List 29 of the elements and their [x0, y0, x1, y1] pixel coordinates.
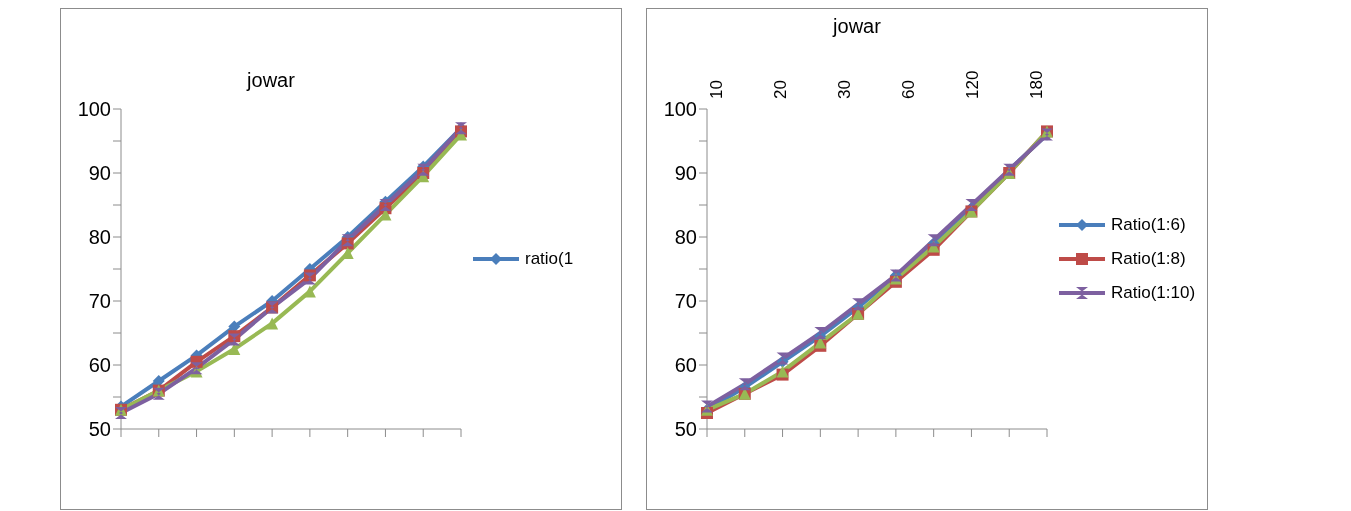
legend-label: Ratio(1:10) — [1111, 283, 1197, 303]
text: 180 — [1027, 69, 1047, 99]
y-tick-label: 60 — [88, 354, 111, 377]
y-tick-label: 80 — [88, 226, 111, 249]
text: 120 — [963, 69, 983, 99]
legend-label: ratio(1 — [525, 249, 575, 269]
y-tick-label: 80 — [674, 226, 697, 249]
y-tick-label: 90 — [88, 162, 111, 185]
y-tick-label: 50 — [88, 418, 111, 441]
text: 20 — [771, 79, 791, 99]
y-tick-label: 50 — [674, 418, 697, 441]
point — [814, 327, 827, 339]
y-tick-label: 70 — [674, 290, 697, 313]
y-tick-label: 90 — [674, 162, 697, 185]
y-tick-label: 100 — [77, 98, 111, 121]
point — [266, 317, 279, 330]
y-tick-label: 100 — [663, 98, 697, 121]
text: 10 — [707, 79, 727, 99]
y-tick-label: 70 — [88, 290, 111, 313]
point — [965, 199, 978, 211]
point — [115, 407, 127, 419]
text: 30 — [835, 79, 855, 99]
chart-title: jowar — [245, 69, 296, 92]
legend-label: Ratio(1:6) — [1111, 215, 1187, 235]
y-tick-label: 60 — [674, 354, 697, 377]
point — [379, 199, 392, 211]
chart-title: jowar — [831, 15, 882, 38]
text: 60 — [899, 79, 919, 99]
legend-label: Ratio(1:8) — [1111, 249, 1187, 269]
